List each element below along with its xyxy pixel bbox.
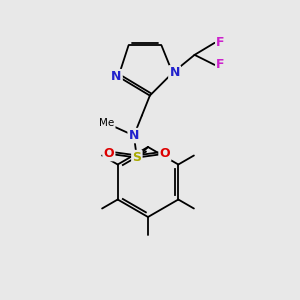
Text: Me: Me — [99, 118, 115, 128]
Text: N: N — [169, 66, 180, 80]
Text: F: F — [216, 36, 225, 50]
Text: O: O — [160, 147, 170, 160]
Text: F: F — [216, 58, 225, 71]
Text: O: O — [103, 147, 114, 160]
Text: N: N — [111, 70, 122, 83]
Text: N: N — [129, 129, 139, 142]
Text: S: S — [132, 151, 141, 164]
